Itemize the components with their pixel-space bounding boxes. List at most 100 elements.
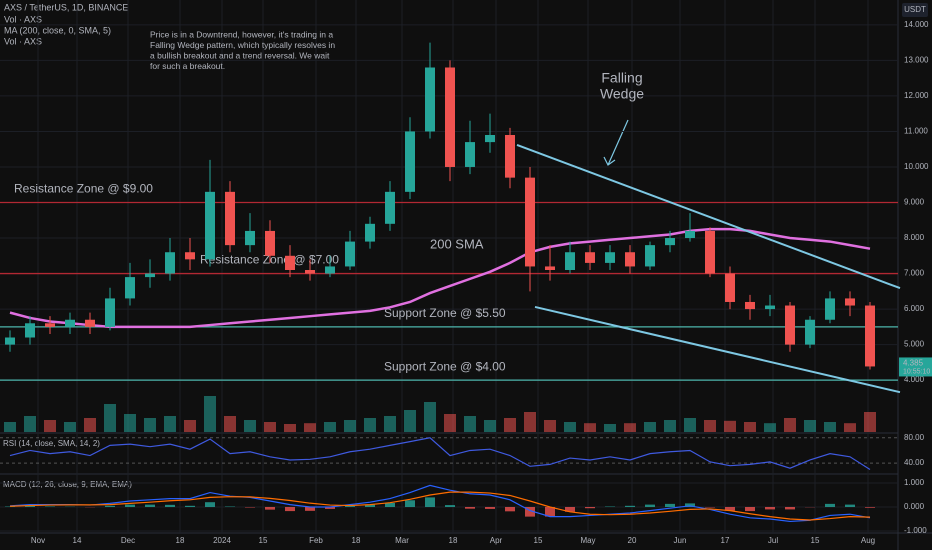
- volume-bar: [84, 418, 96, 432]
- last-price: 4.385: [903, 359, 924, 368]
- wedge-line: [516, 144, 901, 290]
- macd-hist-bar: [765, 507, 775, 510]
- x-tick-label: Mar: [395, 536, 409, 545]
- candle-body: [865, 305, 875, 367]
- zone-label: Support Zone @ $4.00: [384, 359, 506, 373]
- volume-bar: [284, 424, 296, 432]
- macd-hist-bar: [465, 507, 475, 509]
- zone-label: Support Zone @ $5.50: [384, 306, 506, 320]
- volume-bar: [864, 412, 876, 432]
- x-tick-label: Jul: [768, 536, 778, 545]
- candle-body: [5, 337, 15, 345]
- candle-body: [225, 191, 235, 246]
- candle-body: [285, 255, 295, 270]
- candle-body: [385, 191, 395, 224]
- macd-hist-bar: [745, 507, 755, 512]
- candle-body: [345, 241, 355, 267]
- macd-tick-label: -1.000: [904, 526, 927, 535]
- y-tick-label: 4.000: [904, 375, 925, 384]
- candle-body: [765, 305, 775, 310]
- volume-bar: [304, 423, 316, 432]
- candle-body: [645, 245, 655, 267]
- candle-body: [165, 252, 175, 274]
- macd-hist-bar: [405, 500, 415, 508]
- macd-hist-bar: [185, 505, 195, 508]
- wedge-label: Falling: [601, 70, 642, 86]
- macd-hist-bar: [345, 506, 355, 508]
- annotation-line: Falling Wedge pattern, which typically r…: [150, 40, 335, 50]
- volume-bar: [144, 418, 156, 432]
- candle-body: [365, 223, 375, 242]
- macd-hist-bar: [825, 503, 835, 508]
- candle-body: [145, 273, 155, 278]
- volume-bar: [724, 420, 736, 432]
- macd-hist-bar: [385, 502, 395, 508]
- macd-hist-bar: [125, 504, 135, 508]
- x-tick-label: 18: [176, 536, 185, 545]
- candle-body: [125, 277, 135, 299]
- volume-bar: [164, 416, 176, 432]
- volume-bar: [704, 420, 716, 432]
- x-tick-label: Apr: [490, 536, 503, 545]
- legend-line: Vol · AXS: [4, 36, 42, 46]
- macd-hist-bar: [505, 507, 515, 512]
- x-tick-label: 14: [73, 536, 82, 545]
- x-tick-label: 18: [352, 536, 361, 545]
- candle-body: [465, 142, 475, 167]
- volume-bar: [424, 402, 436, 432]
- ma-label: 200 SMA: [430, 237, 484, 252]
- macd-hist-bar: [25, 506, 35, 508]
- x-tick-label: Dec: [121, 536, 135, 545]
- y-tick-label: 12.000: [904, 91, 929, 100]
- macd-hist-bar: [545, 507, 555, 517]
- candle-body: [705, 230, 715, 274]
- macd-label: MACD (12, 26, close, 9, EMA, EMA): [3, 480, 132, 489]
- candle-body: [45, 323, 55, 327]
- y-tick-label: 14.000: [904, 20, 929, 29]
- candle-body: [25, 323, 35, 338]
- candle-body: [185, 252, 195, 260]
- candle-body: [405, 131, 415, 192]
- macd-hist-bar: [285, 507, 295, 512]
- volume-bar: [564, 422, 576, 432]
- chart-title: AXS / TetherUS, 1D, BINANCE: [4, 2, 128, 12]
- currency-badge[interactable]: [902, 3, 928, 17]
- candle-body: [845, 298, 855, 306]
- x-tick-label: 18: [449, 536, 458, 545]
- x-tick-label: 17: [721, 536, 730, 545]
- volume-bar: [384, 416, 396, 432]
- annotation-line: a bullish breakout and a trend reversal.…: [150, 50, 330, 60]
- volume-bar: [64, 422, 76, 432]
- candle-body: [265, 230, 275, 256]
- arrow-head: [603, 156, 616, 166]
- volume-bar: [504, 418, 516, 432]
- annotation-line: Price is in a Downtrend, however, it's t…: [150, 29, 333, 39]
- macd-hist-bar: [625, 505, 635, 508]
- volume-bar: [44, 420, 56, 432]
- signal-line: [9, 491, 871, 521]
- macd-hist-bar: [845, 504, 855, 508]
- volume-bar: [24, 416, 36, 432]
- x-tick-label: Aug: [861, 536, 875, 545]
- y-tick-label: 8.000: [904, 233, 925, 242]
- rsi-label: RSI (14, close, SMA, 14, 2): [3, 439, 100, 448]
- volume-bar: [244, 420, 256, 432]
- legend-line: MA (200, close, 0, SMA, 5): [4, 25, 111, 35]
- wedge-label: Wedge: [600, 86, 644, 102]
- candle-body: [625, 252, 635, 267]
- rsi-line: [9, 437, 871, 470]
- candle-body: [105, 298, 115, 327]
- macd-tick-label: 1.000: [904, 478, 925, 487]
- y-tick-label: 7.000: [904, 269, 925, 278]
- macd-line: [9, 484, 871, 523]
- y-tick-label: 11.000: [904, 127, 928, 136]
- macd-hist-bar: [365, 504, 375, 508]
- candle-body: [205, 191, 215, 260]
- candle-body: [785, 305, 795, 345]
- volume-bar: [484, 420, 496, 432]
- macd-hist-bar: [725, 507, 735, 511]
- macd-hist-bar: [525, 507, 535, 517]
- macd-hist-bar: [585, 507, 595, 509]
- volume-bar: [444, 414, 456, 432]
